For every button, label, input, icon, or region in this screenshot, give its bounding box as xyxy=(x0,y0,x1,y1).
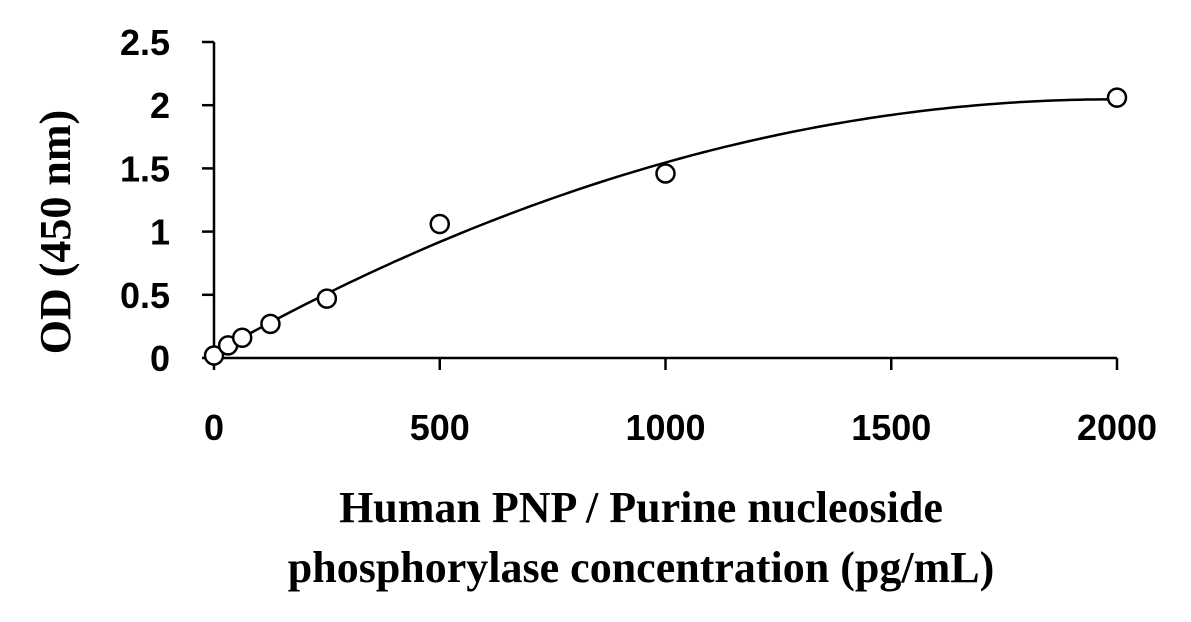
x-ticks: 0 500 1000 1500 2000 xyxy=(204,358,1157,448)
y-tick-label: 2 xyxy=(150,85,170,126)
x-axis-title-line-2: phosphorylase concentration (pg/mL) xyxy=(288,543,994,592)
data-point xyxy=(260,313,281,335)
y-ticks: 0 0.5 1 1.5 2 2.5 xyxy=(120,22,214,379)
x-axis-title-line-1: Human PNP / Purine nucleoside xyxy=(339,483,943,532)
data-point xyxy=(231,327,253,349)
y-tick-label: 1.5 xyxy=(120,148,170,189)
data-point xyxy=(1106,87,1128,108)
axes xyxy=(212,42,1117,360)
fit-curve xyxy=(213,98,1118,355)
y-tick-label: 1 xyxy=(150,212,170,253)
x-tick-label: 1000 xyxy=(625,407,705,448)
data-point xyxy=(316,288,338,309)
data-point xyxy=(429,213,450,235)
x-tick-label: 0 xyxy=(204,407,224,448)
y-tick-label: 2.5 xyxy=(120,22,170,63)
data-point xyxy=(203,345,225,366)
y-axis-title: OD (450 nm) xyxy=(31,110,80,354)
data-point xyxy=(655,163,676,184)
y-tick-label: 0.5 xyxy=(120,275,170,316)
x-tick-label: 2000 xyxy=(1077,407,1157,448)
y-tick-label: 0 xyxy=(150,338,170,379)
x-tick-label: 500 xyxy=(410,407,470,448)
data-points xyxy=(203,87,1128,366)
x-tick-label: 1500 xyxy=(851,407,931,448)
